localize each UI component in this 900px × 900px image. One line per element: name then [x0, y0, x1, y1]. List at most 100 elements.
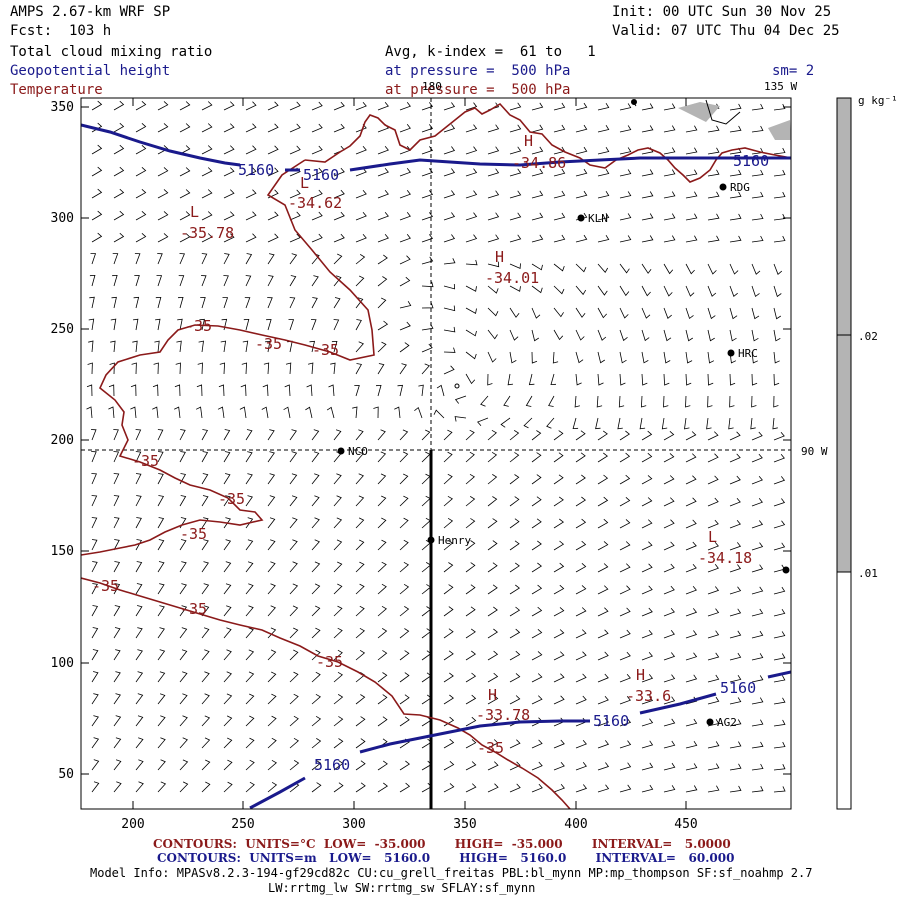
- wind-barb: [355, 429, 364, 441]
- wind-barb: [531, 629, 543, 639]
- wind-barb: [113, 144, 125, 155]
- wind-barb: [685, 586, 697, 595]
- wind-barb: [91, 122, 103, 133]
- wind-barb: [91, 100, 103, 111]
- wind-barb: [157, 123, 169, 133]
- terrain-shading: [768, 120, 791, 140]
- wind-barb: [663, 125, 676, 133]
- wind-barb: [113, 517, 120, 529]
- wind-barb: [641, 307, 651, 319]
- wind-barb: [355, 605, 365, 617]
- wind-barb: [619, 103, 632, 111]
- wind-barb: [355, 473, 364, 485]
- wind-barb: [157, 167, 169, 177]
- wind-barb: [751, 763, 764, 771]
- wind-barb: [641, 103, 654, 111]
- wind-barb: [267, 583, 276, 595]
- wind-barb: [751, 235, 764, 243]
- wind-barb: [773, 307, 782, 320]
- wind-barb: [707, 147, 720, 155]
- wind-barb: [201, 495, 209, 507]
- wind-barb: [773, 741, 786, 749]
- wind-barb: [333, 233, 345, 243]
- wind-barb: [574, 395, 581, 408]
- wind-barb: [465, 562, 476, 573]
- wind-barb: [773, 454, 785, 463]
- wind-barb: [377, 716, 388, 727]
- wind-barb: [201, 167, 213, 177]
- wind-barb: [333, 211, 345, 221]
- wind-barb: [264, 340, 271, 353]
- wind-barb: [135, 145, 147, 155]
- wind-barb: [597, 351, 606, 364]
- station-marker: [782, 566, 790, 574]
- height-contour-label: 5160: [303, 166, 339, 184]
- wind-barb: [685, 263, 695, 275]
- wind-barb: [729, 395, 735, 408]
- wind-barb: [707, 169, 720, 177]
- temperature-contour-label: -35: [477, 739, 504, 757]
- wind-barb: [333, 583, 343, 595]
- wind-barb: [223, 189, 235, 199]
- wind-barb: [729, 652, 742, 661]
- wind-barb: [685, 169, 698, 177]
- wind-barb: [487, 672, 499, 683]
- wind-barb: [663, 718, 676, 727]
- wind-barb: [751, 453, 763, 463]
- wind-barb: [157, 759, 166, 771]
- wind-barb: [528, 373, 535, 386]
- wind-barb: [663, 329, 672, 342]
- wind-barb: [179, 145, 191, 155]
- wind-barb: [597, 563, 609, 573]
- wind-barb: [91, 737, 100, 749]
- height-contour-label: 5160: [238, 161, 274, 179]
- wind-barb: [509, 673, 521, 683]
- wind-barb: [552, 351, 559, 364]
- wind-barb: [421, 302, 434, 309]
- wind-barb: [311, 517, 320, 529]
- wind-barb: [685, 395, 691, 408]
- wind-barb: [729, 213, 742, 221]
- wind-barb: [443, 234, 456, 243]
- wind-barb: [157, 649, 166, 661]
- wind-barb: [113, 429, 119, 441]
- wind-barb: [333, 275, 342, 287]
- wind-barb: [377, 694, 388, 705]
- wind-barb: [553, 584, 565, 595]
- wind-barb: [531, 430, 542, 441]
- wind-barb: [443, 540, 454, 551]
- wind-barb: [487, 429, 497, 441]
- wind-barb: [134, 275, 140, 287]
- wind-barb: [113, 781, 122, 793]
- wind-barb: [443, 326, 456, 333]
- high-value: -34.01: [485, 269, 539, 287]
- wind-barb: [597, 212, 610, 221]
- wind-barb: [531, 673, 543, 683]
- wind-barb: [245, 189, 257, 199]
- wind-barb: [157, 715, 166, 727]
- wind-barb: [487, 451, 498, 463]
- wind-barb: [553, 784, 565, 793]
- wind-barb: [176, 340, 182, 353]
- wind-barb: [509, 628, 521, 639]
- wind-barb: [421, 562, 432, 573]
- wind-barb: [685, 285, 695, 297]
- wind-barb: [707, 213, 720, 221]
- wind-barb: [179, 495, 187, 507]
- wind-barb: [773, 631, 786, 639]
- wind-barb: [641, 541, 653, 551]
- wind-barb: [135, 605, 143, 617]
- temperature-contour-label: -35: [180, 600, 207, 618]
- wind-barb: [245, 253, 253, 265]
- wind-barb: [575, 430, 586, 441]
- wind-barb: [326, 406, 335, 419]
- wind-barb: [355, 517, 365, 529]
- wind-barb: [707, 191, 720, 199]
- wind-barb: [531, 124, 544, 133]
- wind-barb: [509, 783, 521, 793]
- y-tick-label: 50: [58, 767, 74, 782]
- wind-barb: [311, 539, 320, 551]
- wind-barb: [333, 429, 342, 441]
- wind-barb: [223, 101, 235, 111]
- wind-barb: [399, 760, 410, 771]
